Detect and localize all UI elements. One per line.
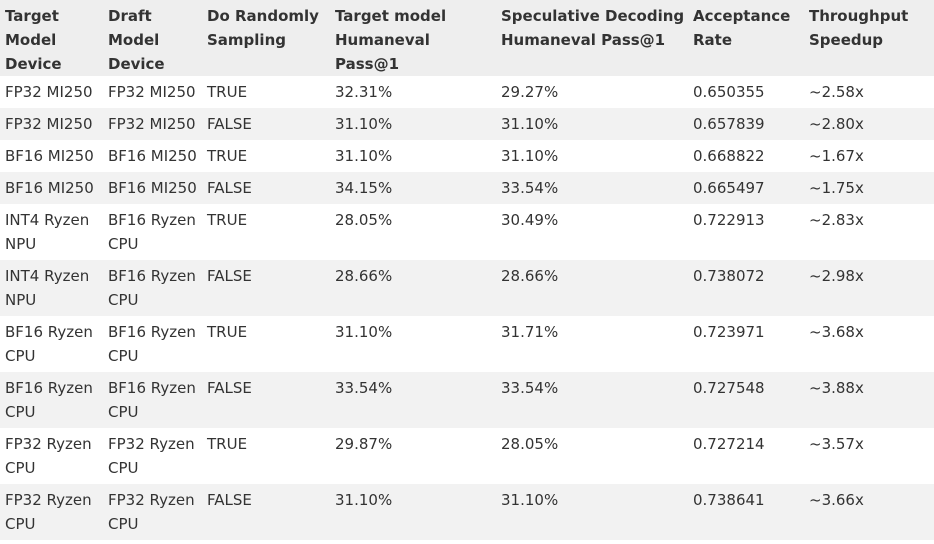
header-target-model-device: Target Model Device [0, 0, 103, 76]
header-do-randomly-sampling: Do Randomly Sampling [202, 0, 330, 76]
cell-random-sampling: FALSE [207, 379, 252, 397]
cell-draft-device: BF16 Ryzen CPU [108, 379, 196, 421]
table-row: FP32 Ryzen CPU FP32 Ryzen CPU FALSE 31.1… [0, 484, 934, 540]
cell-random-sampling: FALSE [207, 267, 252, 285]
cell-target-pass: 29.87% [335, 435, 393, 453]
cell-acceptance-rate: 0.650355 [693, 83, 765, 101]
cell-spec-pass: 29.27% [501, 83, 559, 101]
cell-speedup: ~3.68x [809, 323, 864, 341]
cell-target-device: FP32 MI250 [5, 115, 93, 133]
cell-target-device: BF16 Ryzen CPU [5, 323, 93, 365]
cell-target-pass: 34.15% [335, 179, 393, 197]
table-row: FP32 MI250 FP32 MI250 FALSE 31.10% 31.10… [0, 108, 934, 140]
table-body: FP32 MI250 FP32 MI250 TRUE 32.31% 29.27%… [0, 76, 934, 540]
cell-spec-pass: 30.49% [501, 211, 559, 229]
table-row: BF16 Ryzen CPU BF16 Ryzen CPU FALSE 33.5… [0, 372, 934, 428]
cell-random-sampling: TRUE [207, 147, 248, 165]
cell-random-sampling: TRUE [207, 323, 248, 341]
cell-draft-device: FP32 MI250 [108, 115, 196, 133]
cell-target-device: FP32 Ryzen CPU [5, 435, 92, 477]
cell-speedup: ~3.57x [809, 435, 864, 453]
cell-draft-device: FP32 Ryzen CPU [108, 435, 195, 477]
cell-speedup: ~3.66x [809, 491, 864, 509]
cell-spec-pass: 33.54% [501, 179, 559, 197]
cell-draft-device: BF16 Ryzen CPU [108, 211, 196, 253]
cell-target-device: INT4 Ryzen NPU [5, 267, 90, 309]
table-header: Target Model Device Draft Model Device D… [0, 0, 934, 76]
cell-speedup: ~1.67x [809, 147, 864, 165]
cell-spec-pass: 31.10% [501, 115, 559, 133]
cell-target-pass: 31.10% [335, 323, 393, 341]
cell-acceptance-rate: 0.657839 [693, 115, 765, 133]
cell-draft-device: BF16 MI250 [108, 147, 197, 165]
cell-speedup: ~2.80x [809, 115, 864, 133]
table-row: BF16 MI250 BF16 MI250 TRUE 31.10% 31.10%… [0, 140, 934, 172]
cell-spec-pass: 33.54% [501, 379, 559, 397]
cell-speedup: ~2.83x [809, 211, 864, 229]
table-row: INT4 Ryzen NPU BF16 Ryzen CPU TRUE 28.05… [0, 204, 934, 260]
cell-target-pass: 31.10% [335, 491, 393, 509]
table-row: BF16 MI250 BF16 MI250 FALSE 34.15% 33.54… [0, 172, 934, 204]
cell-target-pass: 28.05% [335, 211, 393, 229]
cell-spec-pass: 28.05% [501, 435, 559, 453]
header-draft-model-device: Draft Model Device [103, 0, 202, 76]
table-row: BF16 Ryzen CPU BF16 Ryzen CPU TRUE 31.10… [0, 316, 934, 372]
cell-draft-device: BF16 MI250 [108, 179, 197, 197]
cell-draft-device: FP32 Ryzen CPU [108, 491, 195, 533]
cell-acceptance-rate: 0.668822 [693, 147, 765, 165]
cell-target-pass: 31.10% [335, 115, 393, 133]
cell-random-sampling: FALSE [207, 491, 252, 509]
cell-spec-pass: 28.66% [501, 267, 559, 285]
cell-random-sampling: FALSE [207, 115, 252, 133]
cell-target-pass: 28.66% [335, 267, 393, 285]
cell-target-pass: 31.10% [335, 147, 393, 165]
cell-target-device: FP32 Ryzen CPU [5, 491, 92, 533]
cell-random-sampling: FALSE [207, 179, 252, 197]
cell-draft-device: BF16 Ryzen CPU [108, 323, 196, 365]
cell-acceptance-rate: 0.723971 [693, 323, 765, 341]
cell-target-device: BF16 Ryzen CPU [5, 379, 93, 421]
cell-speedup: ~3.88x [809, 379, 864, 397]
table-row: FP32 Ryzen CPU FP32 Ryzen CPU TRUE 29.87… [0, 428, 934, 484]
cell-acceptance-rate: 0.727214 [693, 435, 765, 453]
cell-acceptance-rate: 0.738072 [693, 267, 765, 285]
cell-speedup: ~2.98x [809, 267, 864, 285]
cell-random-sampling: TRUE [207, 211, 248, 229]
cell-draft-device: BF16 Ryzen CPU [108, 267, 196, 309]
cell-acceptance-rate: 0.738641 [693, 491, 765, 509]
cell-random-sampling: TRUE [207, 435, 248, 453]
cell-target-pass: 32.31% [335, 83, 393, 101]
table-row: FP32 MI250 FP32 MI250 TRUE 32.31% 29.27%… [0, 76, 934, 108]
cell-acceptance-rate: 0.665497 [693, 179, 765, 197]
cell-target-device: BF16 MI250 [5, 147, 94, 165]
cell-acceptance-rate: 0.722913 [693, 211, 765, 229]
header-row: Target Model Device Draft Model Device D… [0, 0, 934, 76]
cell-target-device: FP32 MI250 [5, 83, 93, 101]
cell-target-device: BF16 MI250 [5, 179, 94, 197]
header-acceptance-rate: Acceptance Rate [688, 0, 804, 76]
cell-speedup: ~1.75x [809, 179, 864, 197]
cell-speedup: ~2.58x [809, 83, 864, 101]
header-target-model-pass: Target model Humaneval Pass@1 [330, 0, 496, 76]
cell-spec-pass: 31.10% [501, 491, 559, 509]
cell-target-pass: 33.54% [335, 379, 393, 397]
cell-random-sampling: TRUE [207, 83, 248, 101]
cell-target-device: INT4 Ryzen NPU [5, 211, 90, 253]
cell-spec-pass: 31.71% [501, 323, 559, 341]
cell-draft-device: FP32 MI250 [108, 83, 196, 101]
table-row: INT4 Ryzen NPU BF16 Ryzen CPU FALSE 28.6… [0, 260, 934, 316]
cell-spec-pass: 31.10% [501, 147, 559, 165]
header-throughput-speedup: Throughput Speedup [804, 0, 934, 76]
header-speculative-decoding-pass: Speculative Decoding Humaneval Pass@1 [496, 0, 688, 76]
cell-acceptance-rate: 0.727548 [693, 379, 765, 397]
